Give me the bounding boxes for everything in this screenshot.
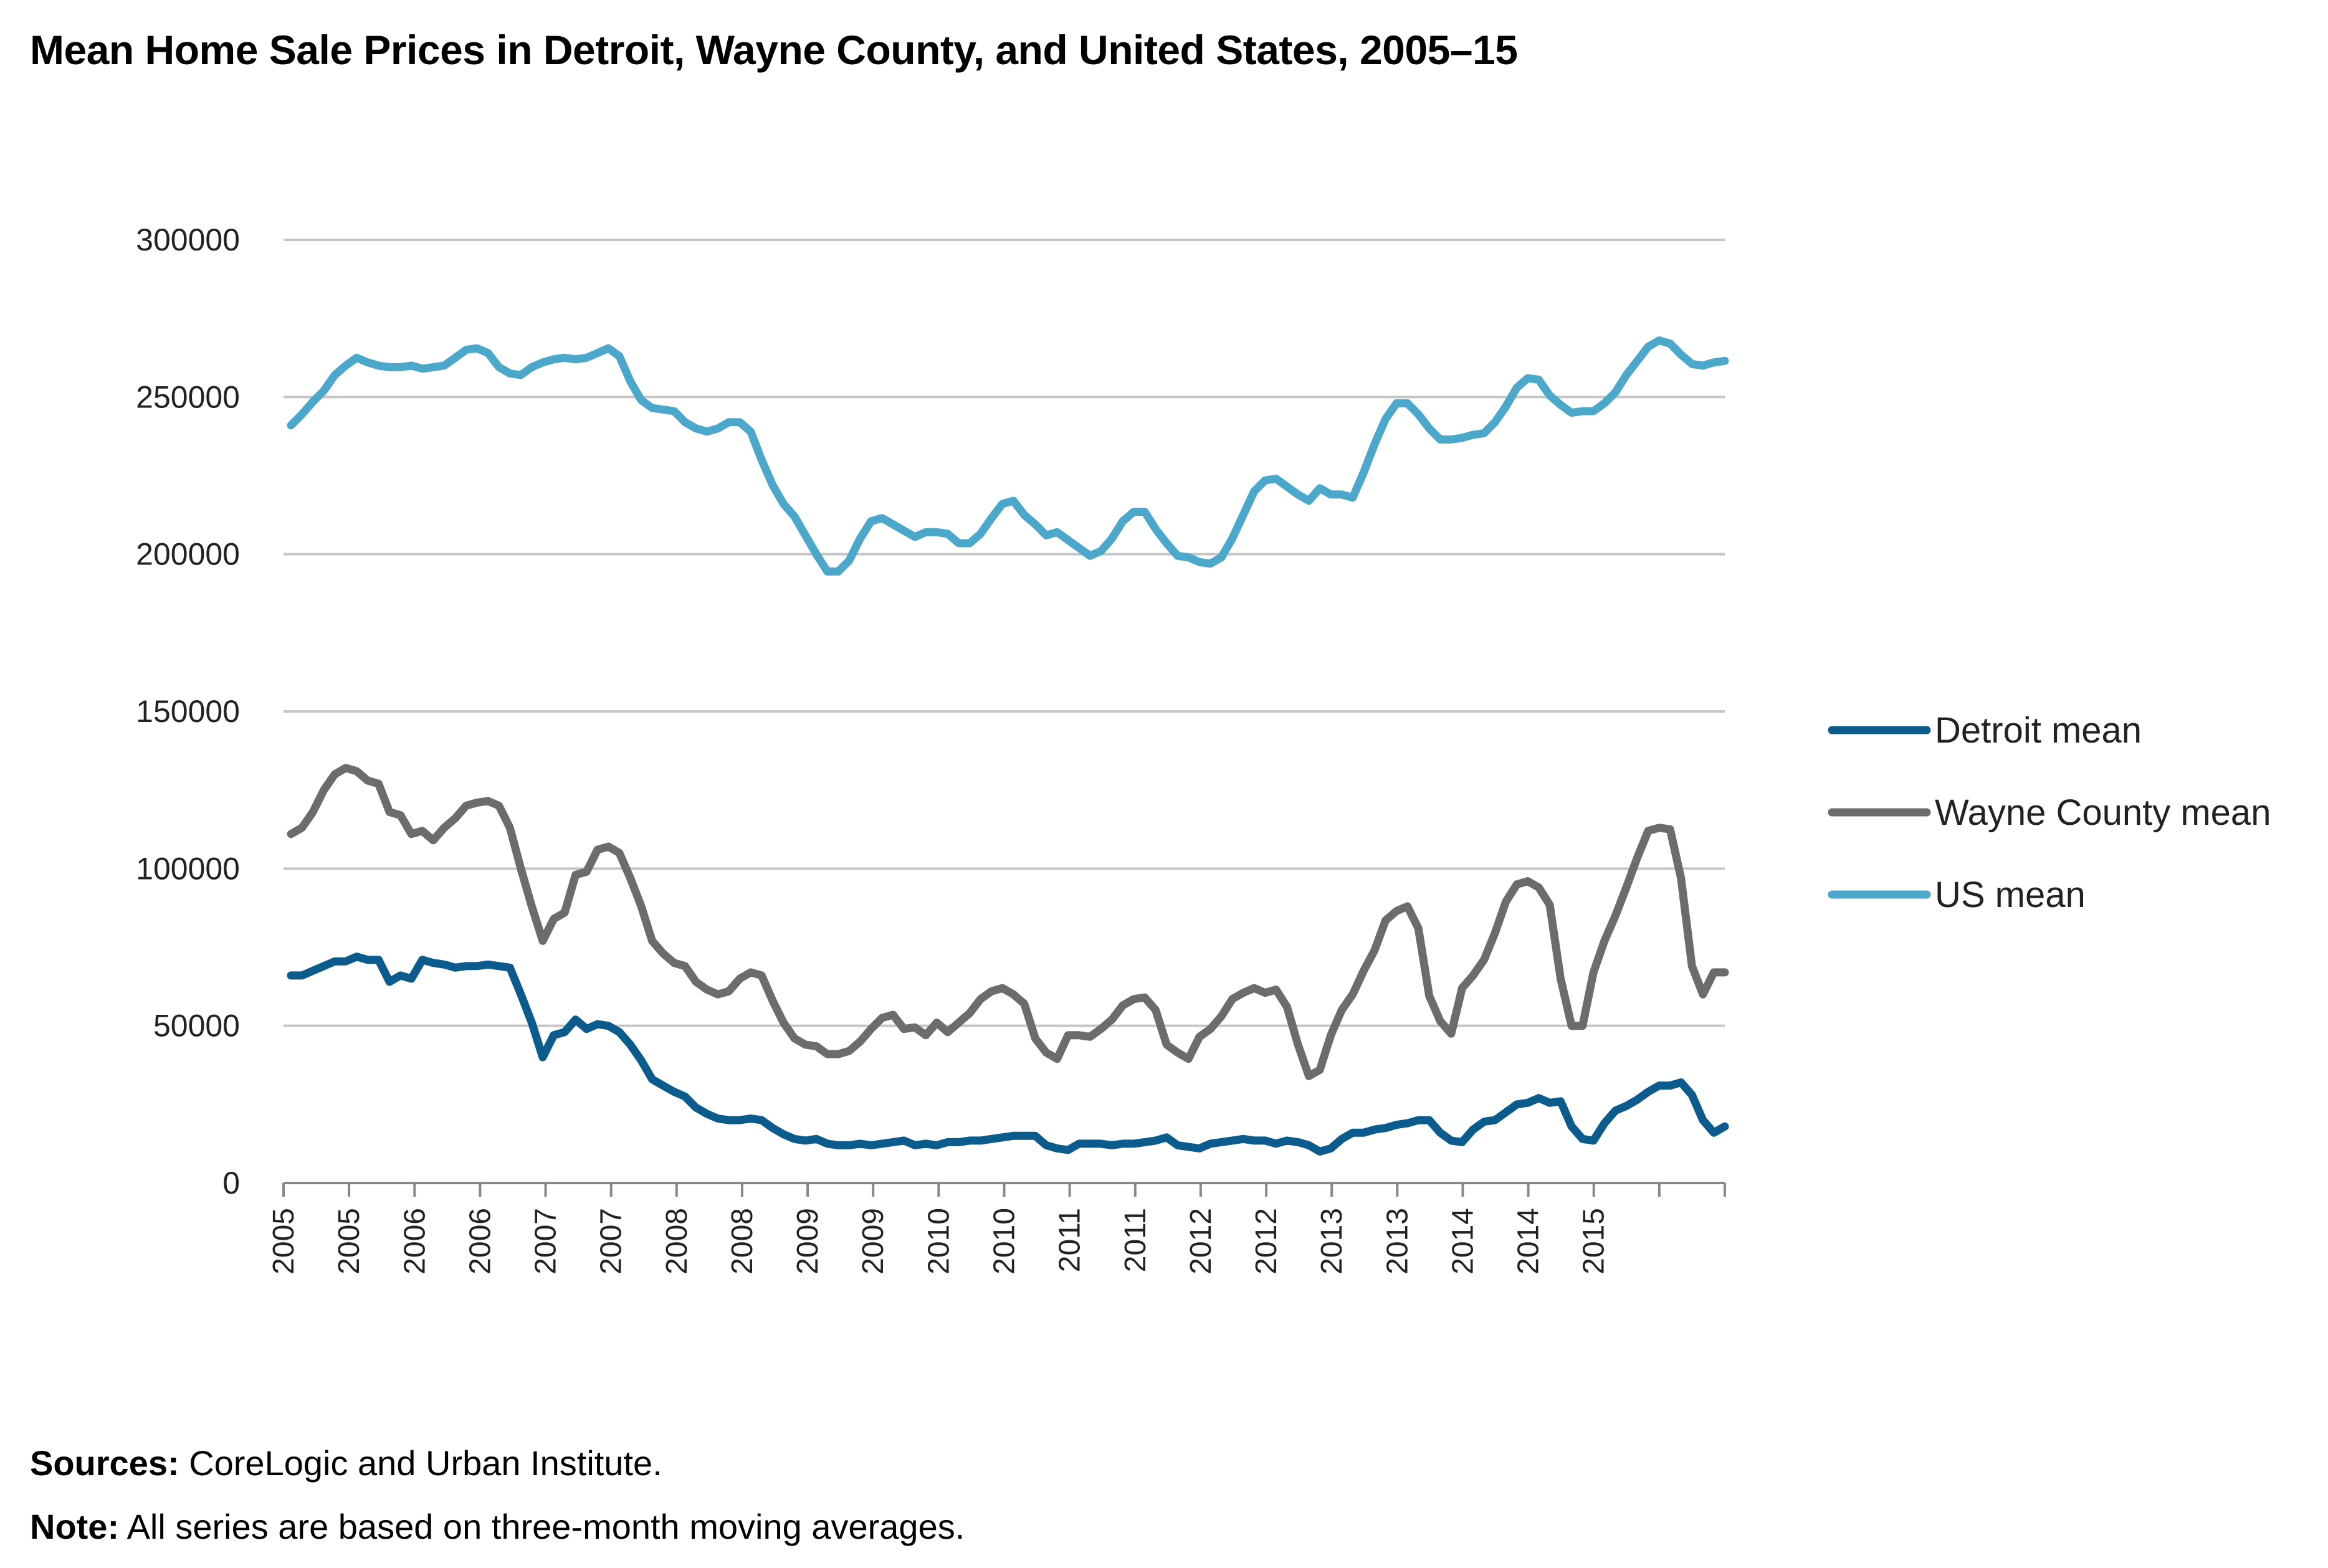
y-tick-label: 100000 [136, 851, 240, 886]
y-tick-label: 150000 [136, 694, 240, 729]
x-tick-label: 2012 [1185, 1208, 1218, 1275]
y-tick-label: 0 [222, 1166, 240, 1200]
note-lead: Note: [30, 1507, 120, 1546]
x-tick-label: 2007 [595, 1208, 628, 1275]
note-text: All series are based on three-month movi… [119, 1507, 965, 1546]
series-line-us-mean [287, 336, 1729, 576]
x-tick-label: 2006 [464, 1208, 497, 1275]
x-tick-label: 2008 [661, 1208, 694, 1275]
x-tick-label: 2011 [1119, 1208, 1152, 1272]
x-tick-label: 2014 [1512, 1208, 1545, 1275]
x-tick-label: 2012 [1250, 1208, 1283, 1275]
x-tick-label: 2007 [530, 1208, 563, 1275]
legend-label: US mean [1935, 875, 2086, 915]
sources-line: Sources: CoreLogic and Urban Institute. [30, 1443, 662, 1483]
x-tick-label: 2005 [267, 1208, 300, 1275]
x-tick-label: 2013 [1381, 1208, 1414, 1275]
sources-text: CoreLogic and Urban Institute. [179, 1443, 662, 1483]
legend-label: Detroit mean [1935, 710, 2142, 751]
x-tick-label: 2010 [988, 1208, 1021, 1275]
y-tick-label: 300000 [136, 222, 240, 257]
legend: Detroit mean Wayne County mean US mean [1828, 710, 2271, 915]
y-tick-labels: 0 50000 100000 150000 200000 250000 300000 [136, 222, 240, 1200]
x-tick-label: 2015 [1578, 1208, 1611, 1275]
chart-title: Mean Home Sale Prices in Detroit, Wayne … [30, 27, 1518, 73]
series-line-wayne-county-mean [287, 764, 1729, 1080]
axes [282, 1182, 1726, 1197]
series-line-detroit-mean [287, 953, 1729, 1156]
x-tick-label: 2009 [857, 1208, 890, 1275]
x-tick-label: 2009 [791, 1208, 824, 1275]
x-tick-label: 2006 [398, 1208, 431, 1275]
x-tick-labels: 2005 2005 2006 2006 2007 2007 2008 2008 2009 2009… [267, 1208, 1611, 1275]
note-line: Note: All series are based on three-mont… [30, 1506, 965, 1547]
series-lines [287, 336, 1729, 1156]
sources-lead: Sources: [30, 1443, 179, 1483]
x-tick-label: 2008 [726, 1208, 759, 1275]
gridlines [284, 239, 1725, 1027]
x-tick-label: 2011 [1054, 1208, 1087, 1272]
legend-label: Wayne County mean [1935, 792, 2271, 833]
y-tick-label: 250000 [136, 379, 240, 414]
y-tick-label: 50000 [153, 1009, 240, 1043]
x-tick-label: 2013 [1315, 1208, 1348, 1275]
y-tick-label: 200000 [136, 537, 240, 572]
x-tick-label: 2010 [922, 1208, 955, 1275]
x-tick-label: 2005 [333, 1208, 366, 1275]
x-tick-label: 2014 [1446, 1208, 1479, 1275]
